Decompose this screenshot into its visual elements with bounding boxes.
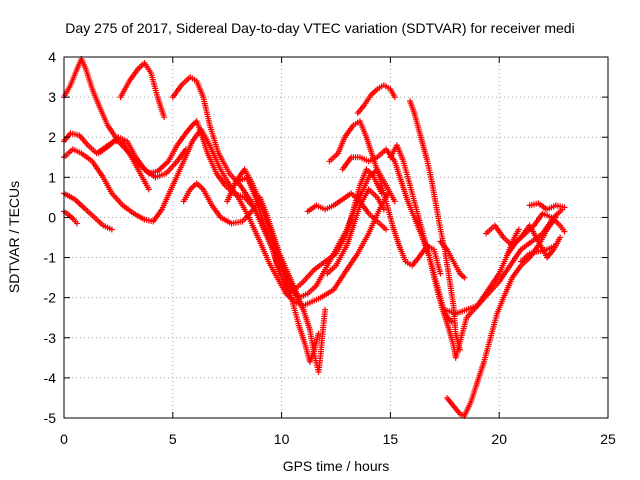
x-tick-label: 20 [491,431,507,447]
y-tick-label: 2 [48,129,56,145]
series-14 [304,190,390,233]
data-point [561,228,568,235]
data-points [61,56,568,419]
x-tick-label: 25 [600,431,616,447]
data-point [557,234,564,241]
data-point [322,306,329,313]
data-point [391,198,398,205]
y-tick-label: 1 [48,169,56,185]
series-26 [517,242,559,265]
series-23 [483,222,564,261]
axis-ticks: 0 5 10 15 20 25 -5 -4 -3 -2 -1 0 1 2 3 4 [44,49,616,447]
data-point [515,226,522,233]
y-tick-label: -1 [44,250,57,266]
series-22 [443,214,559,419]
data-point [461,274,468,281]
y-tick-label: -4 [44,370,57,386]
series-25 [526,200,568,213]
data-point [315,330,322,337]
data-point [74,220,81,227]
x-tick-label: 0 [60,431,68,447]
chart-title: Day 275 of 2017, Sidereal Day-to-day VTE… [65,20,574,36]
x-tick-label: 10 [274,431,290,447]
data-point [161,114,168,121]
data-point [437,270,444,277]
data-point [561,204,568,211]
plot-frame [63,56,609,419]
y-tick-label: -3 [44,330,57,346]
series-13 [324,186,387,277]
y-axis-label: SDTVAR / TECUs [6,181,22,293]
data-point [380,206,387,213]
data-point [383,226,390,233]
data-point [108,226,115,233]
y-tick-label: 3 [48,89,56,105]
x-axis-label: GPS time / hours [283,458,390,474]
series-24 [504,210,568,257]
y-tick-label: -5 [44,410,57,426]
series-17 [354,82,398,117]
y-tick-label: 4 [48,49,56,65]
y-tick-label: 0 [48,209,56,225]
x-tick-label: 15 [383,431,399,447]
data-point [391,94,398,101]
grid-lines [64,57,608,418]
x-tick-label: 5 [169,431,177,447]
series-20 [437,238,468,281]
series-7 [61,190,115,233]
series-2 [117,60,168,121]
data-point [182,146,189,153]
data-point [145,186,152,193]
series-15 [326,118,444,277]
series-6 [95,134,189,181]
series-19 [387,142,522,361]
y-tick-label: -2 [44,290,57,306]
data-point [552,242,559,249]
